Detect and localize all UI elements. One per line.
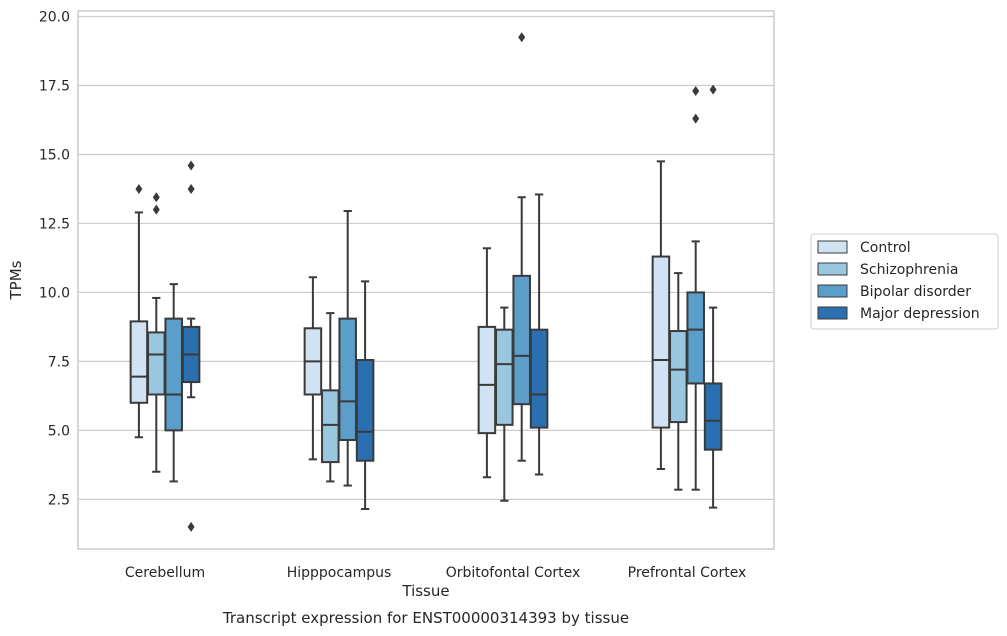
x-tick-label: Prefrontal Cortex <box>628 565 747 581</box>
series-major-depression <box>181 84 723 532</box>
outlier-point <box>518 32 526 43</box>
outlier-point <box>152 204 160 215</box>
y-tick-label: 15.0 <box>39 147 70 163</box>
outlier-point <box>187 160 195 171</box>
y-tick-label: 7.5 <box>48 354 70 370</box>
box-series <box>129 32 723 532</box>
y-tick-label: 10.0 <box>39 285 70 301</box>
y-tick-labels: 2.5 5.0 7.5 10.0 12.5 15.0 17.5 20.0 <box>39 10 70 509</box>
y-tick-label: 5.0 <box>48 423 70 439</box>
box <box>321 389 340 464</box>
outlier-point <box>709 84 717 95</box>
series-control <box>129 160 671 479</box>
box <box>495 328 514 426</box>
legend-label: Bipolar disorder <box>860 284 971 300</box>
y-tick-label: 12.5 <box>39 216 70 232</box>
y-tick-label: 20.0 <box>39 10 70 26</box>
x-tick-label: Hipppocampus <box>287 565 392 581</box>
series-schizophrenia <box>147 192 688 502</box>
legend-label: Control <box>860 240 911 256</box>
legend-swatch <box>817 262 848 276</box>
legend: Control Schizophrenia Bipolar disorder Majo… <box>810 233 999 330</box>
box <box>338 317 357 442</box>
outlier-point <box>135 183 143 194</box>
x-tick-label: Cerebellum <box>125 565 205 581</box>
legend-frame <box>810 233 999 330</box>
y-tick-label: 17.5 <box>39 78 70 94</box>
x-axis-label: Tissue <box>401 582 449 600</box>
x-tick-labels: Cerebellum Hipppocampus Orbitofontal Corte… <box>125 565 746 581</box>
box <box>512 274 531 406</box>
legend-swatch <box>817 284 848 298</box>
box <box>529 328 549 429</box>
y-tick-label: 2.5 <box>48 492 70 508</box>
box <box>651 255 671 429</box>
legend-label: Major depression <box>860 306 980 322</box>
legend-label: Schizophrenia <box>860 262 958 278</box>
legend-swatch <box>817 240 848 254</box>
box <box>669 330 688 424</box>
chart-caption: Transcript expression for ENST0000031439… <box>222 609 629 627</box>
series-bipolar-disorder <box>164 32 705 491</box>
box <box>477 325 497 435</box>
legend-swatch <box>817 306 848 320</box>
box <box>355 359 375 462</box>
box <box>147 331 166 396</box>
outlier-point <box>187 183 195 194</box>
plot-frame <box>77 10 775 550</box>
box <box>686 291 705 385</box>
x-tick-label: Orbitofontal Cortex <box>446 565 581 581</box>
outlier-point <box>152 192 160 203</box>
box <box>703 382 723 451</box>
outlier-point <box>692 86 700 97</box>
y-axis-label: TPMs <box>7 260 25 300</box>
box <box>129 320 149 404</box>
box <box>164 317 183 432</box>
outlier-point <box>692 113 700 124</box>
outlier-point <box>187 521 195 532</box>
